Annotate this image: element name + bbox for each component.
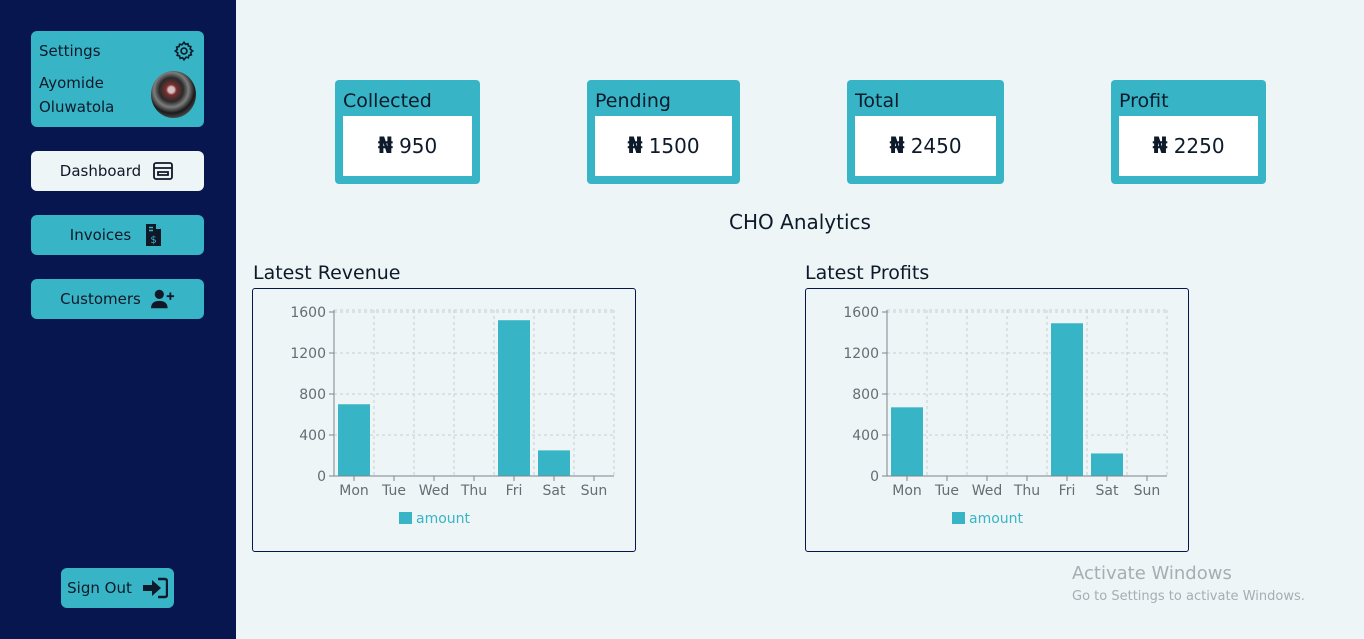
bar-fri (1051, 323, 1083, 476)
revenue-chart-panel: 0 400 800 1200 1600 Mon Tue Wed Thu Fri Sat Sun amou… (252, 288, 636, 552)
user-last-name: Oluwatola (39, 98, 115, 116)
bar-sat (538, 450, 570, 476)
user-first-name: Ayomide (39, 74, 104, 92)
x-tick-label: Fri (1059, 483, 1076, 499)
nav-customers-label: Customers (60, 290, 141, 308)
y-tick-label: 0 (317, 469, 326, 485)
sidebar: Settings Ayomide Oluwatola Dashboard Inv… (0, 0, 236, 639)
legend-label: amount (969, 511, 1024, 527)
revenue-bar-chart: 0 400 800 1200 1600 Mon Tue Wed Thu Fri Sat Sun amou… (290, 305, 615, 527)
naira-icon: ₦ (1152, 133, 1168, 159)
y-tick-label: 800 (299, 387, 326, 403)
naira-icon: ₦ (889, 133, 905, 159)
profits-chart-title: Latest Profits (805, 262, 930, 284)
stat-card-total: Total ₦ 2450 (847, 80, 1004, 184)
avatar[interactable] (151, 71, 196, 118)
y-tick-label: 400 (852, 428, 879, 444)
stat-value: 2450 (910, 134, 962, 158)
bar-sat (1091, 453, 1123, 476)
stat-title: Collected (343, 90, 432, 112)
stat-value: 950 (399, 134, 438, 158)
naira-icon: ₦ (377, 133, 394, 159)
bar-mon (891, 407, 923, 476)
revenue-chart-title: Latest Revenue (253, 262, 401, 284)
y-tick-label: 800 (852, 387, 879, 403)
activate-windows-title: Activate Windows (1072, 563, 1232, 584)
stat-value: 2250 (1173, 134, 1225, 158)
nav-dashboard-button[interactable]: Dashboard (31, 151, 204, 191)
y-tick-label: 400 (299, 428, 326, 444)
x-tick-label: Mon (339, 483, 369, 499)
stat-title: Pending (595, 90, 671, 112)
x-tick-label: Wed (972, 483, 1003, 499)
stat-title: Profit (1119, 90, 1169, 112)
legend-label: amount (416, 511, 471, 527)
x-tick-label: Sat (543, 483, 566, 499)
x-tick-label: Sun (581, 483, 608, 499)
legend-swatch (399, 512, 412, 524)
nav-customers-button[interactable]: Customers (31, 279, 204, 319)
profile-card: Settings Ayomide Oluwatola (31, 31, 204, 127)
stat-card-pending: Pending ₦ 1500 (587, 80, 740, 184)
stat-value: 1500 (648, 134, 700, 158)
nav-invoices-button[interactable]: Invoices $ (31, 215, 204, 255)
nav-dashboard-label: Dashboard (59, 162, 142, 180)
naira-icon: ₦ (627, 133, 643, 159)
stat-value-box: ₦ 1500 (595, 116, 732, 176)
sign-out-button[interactable]: Sign Out (61, 568, 174, 608)
stat-value-box: ₦ 2250 (1119, 116, 1258, 176)
stat-title: Total (855, 90, 900, 112)
wallet-icon (153, 162, 174, 180)
x-tick-label: Mon (892, 483, 922, 499)
svg-text:$: $ (151, 235, 157, 246)
analytics-title: CHO Analytics (729, 210, 871, 234)
profits-bar-chart: 0 400 800 1200 1600 Mon Tue Wed Thu Fri Sat Sun amou… (843, 305, 1168, 527)
x-tick-label: Tue (381, 483, 406, 499)
stat-card-collected: Collected ₦ 950 (335, 80, 480, 184)
stat-value-box: ₦ 950 (343, 116, 472, 176)
gear-icon[interactable] (173, 40, 195, 62)
x-tick-label: Thu (1013, 483, 1040, 499)
x-tick-label: Fri (506, 483, 523, 499)
stat-card-profit: Profit ₦ 2250 (1111, 80, 1266, 184)
x-tick-label: Thu (460, 483, 487, 499)
activate-windows-subtitle: Go to Settings to activate Windows. (1072, 589, 1305, 604)
x-tick-label: Tue (934, 483, 959, 499)
y-tick-label: 1200 (290, 346, 326, 362)
bar-fri (498, 320, 530, 476)
user-plus-icon (150, 289, 174, 309)
nav-invoices-label: Invoices (69, 226, 132, 244)
x-tick-label: Wed (419, 483, 450, 499)
x-tick-label: Sun (1134, 483, 1161, 499)
settings-label[interactable]: Settings (39, 42, 101, 60)
stat-value-box: ₦ 2450 (855, 116, 996, 176)
sign-out-icon (142, 577, 168, 599)
legend-swatch (952, 512, 965, 524)
profits-chart-panel: 0 400 800 1200 1600 Mon Tue Wed Thu Fri Sat Sun amou… (805, 288, 1189, 552)
y-tick-label: 0 (870, 469, 879, 485)
invoice-dollar-icon: $ (146, 224, 162, 246)
y-tick-label: 1200 (843, 346, 879, 362)
x-tick-label: Sat (1096, 483, 1119, 499)
y-tick-label: 1600 (290, 305, 326, 321)
y-tick-label: 1600 (843, 305, 879, 321)
sign-out-label: Sign Out (67, 579, 132, 597)
bar-mon (338, 404, 370, 476)
